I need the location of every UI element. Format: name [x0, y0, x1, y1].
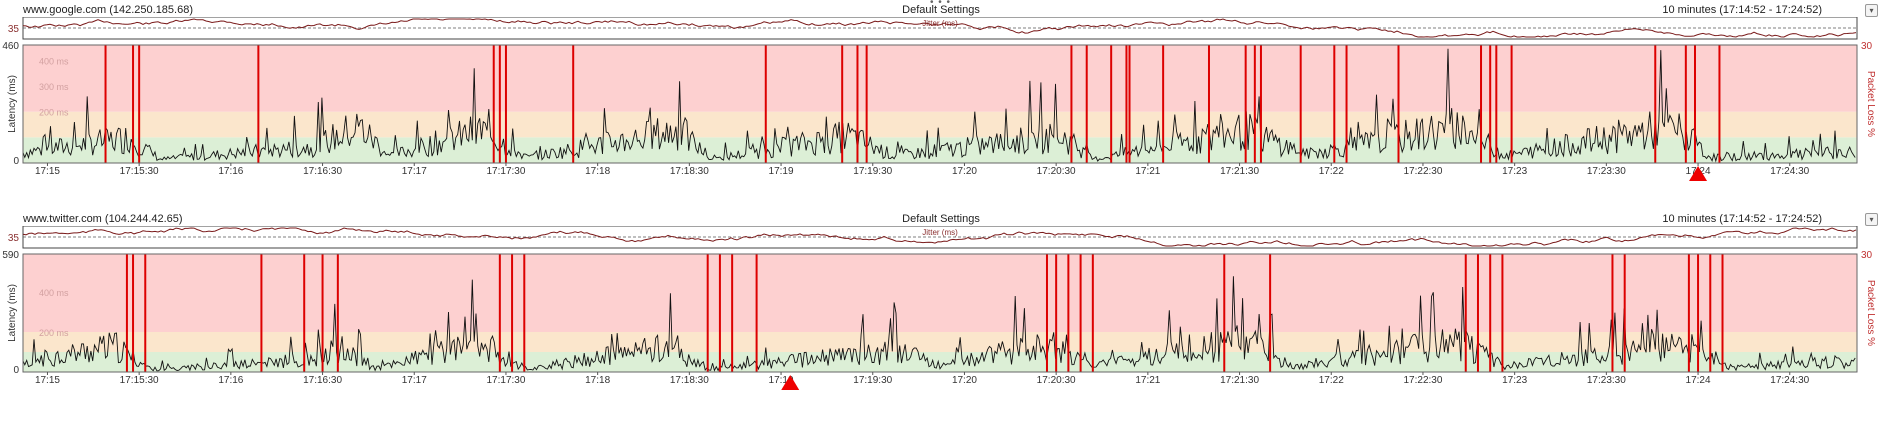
y-axis-title: Latency (ms)	[7, 284, 18, 342]
google-latency-panel: www.google.com (142.250.185.68) Default …	[0, 3, 1882, 213]
jitter-series-line	[22, 227, 1857, 247]
time-range-label: 10 minutes (17:14:52 - 17:24:52)	[1662, 4, 1822, 16]
x-tick-label: 17:15	[35, 375, 60, 386]
x-tick-label: 17:20	[952, 375, 977, 386]
faint-grid-label: 400 ms	[39, 288, 69, 298]
warning-triangle-marker	[781, 375, 800, 390]
host-label: www.twitter.com (104.244.42.65)	[23, 213, 183, 225]
x-tick-label: 17:18	[585, 166, 610, 177]
panel-header: www.twitter.com (104.244.42.65) Default …	[0, 212, 1882, 226]
x-tick-label: 17:16	[218, 166, 243, 177]
x-tick-label: 17:15	[35, 166, 60, 177]
x-tick-label: 17:24:30	[1770, 166, 1809, 177]
x-tick-label: 17:21:30	[1220, 166, 1259, 177]
x-tick-label: 17:17:30	[486, 166, 525, 177]
faint-grid-label: 200 ms	[39, 328, 69, 338]
x-tick-label: 17:23:30	[1587, 166, 1626, 177]
faint-grid-label: 400 ms	[39, 56, 69, 66]
x-tick-label: 17:19:30	[853, 166, 892, 177]
x-tick-label: 17:21:30	[1220, 375, 1259, 386]
jitter-axis-label: 35	[8, 24, 20, 35]
settings-label[interactable]: Default Settings	[902, 4, 980, 16]
x-tick-label: 17:21	[1135, 375, 1160, 386]
chevron-down-icon[interactable]: ▾	[1865, 213, 1878, 226]
y-tick-label-max: 590	[2, 250, 19, 261]
jitter-label: Jitter (ms)	[922, 228, 958, 237]
x-tick-label: 17:15:30	[120, 166, 159, 177]
settings-label[interactable]: Default Settings	[902, 213, 980, 225]
jitter-axis-label: 35	[8, 233, 20, 244]
y-tick-label-max: 460	[2, 41, 19, 52]
x-tick-label: 17:18:30	[670, 166, 709, 177]
jitter-series-line	[22, 18, 1857, 38]
x-tick-label: 17:24	[1686, 375, 1711, 386]
time-range-label: 10 minutes (17:14:52 - 17:24:52)	[1662, 213, 1822, 225]
panel-header: www.google.com (142.250.185.68) Default …	[0, 3, 1882, 17]
plot-frame	[22, 44, 1858, 164]
x-tick-label: 17:22	[1319, 166, 1344, 177]
y2-axis-title: Packet Loss %	[1865, 71, 1876, 137]
x-tick-label: 17:18	[585, 375, 610, 386]
x-tick-label: 17:20:30	[1037, 166, 1076, 177]
window-menu-dots[interactable]: • • •	[930, 0, 952, 8]
x-tick-label: 17:17	[402, 166, 427, 177]
x-tick-label: 17:24:30	[1770, 375, 1809, 386]
x-tick-label: 17:17:30	[486, 375, 525, 386]
y2-tick-label: 30	[1861, 250, 1873, 261]
x-tick-label: 17:15:30	[120, 375, 159, 386]
latency-band-2	[23, 45, 1857, 112]
latency-band-1	[23, 111, 1857, 138]
x-tick-label: 17:22:30	[1403, 166, 1442, 177]
latency-series-line	[22, 276, 1856, 372]
latency-band-2	[23, 254, 1857, 332]
x-tick-label: 17:16:30	[303, 166, 342, 177]
latency-band-0	[23, 352, 1857, 372]
x-tick-label: 17:20	[952, 166, 977, 177]
x-tick-label: 17:16:30	[303, 375, 342, 386]
chart-svg: Jitter (ms) 35 400 ms 200 ms 590 0 30 Latency (…	[2, 226, 1876, 390]
faint-grid-label: 300 ms	[39, 82, 69, 92]
x-tick-label: 17:23:30	[1587, 375, 1626, 386]
x-tick-label: 17:20:30	[1037, 375, 1076, 386]
x-tick-label: 17:23	[1502, 166, 1527, 177]
y-tick-label-zero: 0	[13, 156, 19, 167]
y2-tick-label: 30	[1861, 41, 1873, 52]
x-tick-label: 17:18:30	[670, 375, 709, 386]
chart-svg: Jitter (ms) 35 400 ms 300 ms 200 ms 460 0 30 Lat…	[2, 17, 1876, 181]
x-tick-label: 17:19	[769, 375, 794, 386]
latency-series-line	[22, 48, 1856, 163]
y2-axis-title: Packet Loss %	[1865, 280, 1876, 346]
y-tick-label-zero: 0	[13, 365, 19, 376]
warning-triangle-marker	[1689, 166, 1708, 181]
x-tick-label: 17:22:30	[1403, 375, 1442, 386]
x-tick-label: 17:23	[1502, 375, 1527, 386]
twitter-latency-panel: www.twitter.com (104.244.42.65) Default …	[0, 212, 1882, 422]
plot-frame	[22, 253, 1858, 373]
host-label: www.google.com (142.250.185.68)	[23, 4, 193, 16]
x-tick-label: 17:19:30	[853, 375, 892, 386]
x-tick-label: 17:17	[402, 375, 427, 386]
y-axis-title: Latency (ms)	[7, 75, 18, 133]
x-tick-label: 17:16	[218, 375, 243, 386]
faint-grid-label: 200 ms	[39, 108, 69, 118]
x-tick-label: 17:22	[1319, 375, 1344, 386]
x-tick-label: 17:19	[769, 166, 794, 177]
jitter-label: Jitter (ms)	[922, 19, 958, 28]
chevron-down-icon[interactable]: ▾	[1865, 4, 1878, 17]
x-tick-label: 17:21	[1135, 166, 1160, 177]
